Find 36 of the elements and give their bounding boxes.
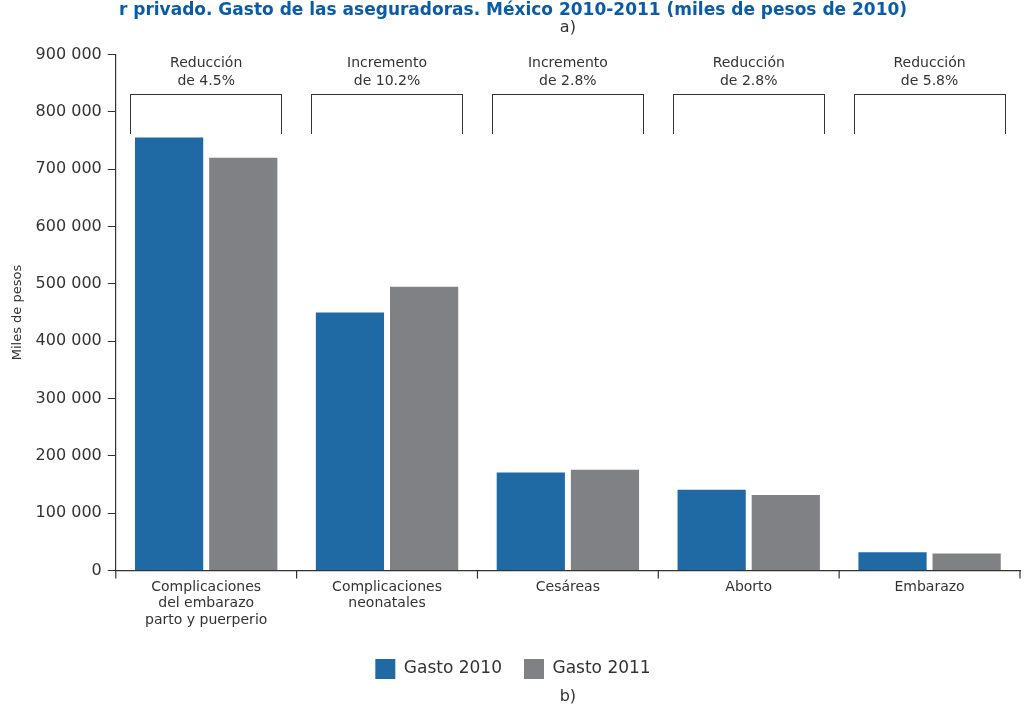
y-tick-label: 500 000 [35,272,102,292]
y-tick-label: 700 000 [35,158,102,178]
bar [858,552,927,571]
y-axis-title: Miles de pesos [9,264,25,361]
bar [496,472,565,571]
bar [390,286,459,571]
y-tick-label: 800 000 [35,100,102,120]
y-tick-label: 400 000 [35,330,102,350]
annotation: Reducción de 2.8% [712,54,785,89]
y-tick-label: 600 000 [35,215,102,235]
annotation: Reducción de 4.5% [170,54,243,89]
bar [677,489,746,571]
text: a) [559,17,576,37]
x-tick-label: Embarazo [894,577,965,594]
y-tick-label: 300 000 [35,387,102,407]
x-tick-label: Complicaciones neonatales [332,577,442,611]
bar [932,553,1001,571]
annotation: Incremento de 10.2% [347,54,428,89]
y-tick-label: 100 000 [35,502,102,522]
bar [315,312,385,571]
annotation: Incremento de 2.8% [527,54,608,89]
legend-label: Gasto 2010 [403,657,503,678]
x-tick-label: Aborto [725,577,773,594]
legend-label: Gasto 2011 [552,657,651,678]
bar [570,469,640,571]
x-tick-label: Cesáreas [535,577,600,594]
bar [135,137,204,571]
bar [751,494,820,571]
y-tick-label: 0 [91,559,102,579]
chart-title: r privado. Gasto de las aseguradoras. México 2010-2011 (miles de pesos de 2010) [118,0,908,19]
y-tick-label: 900 000 [35,43,102,63]
x-tick-label: Complicaciones del embarazo parto y puerperio [145,577,268,628]
annotation: Reducción de 5.8% [893,54,966,89]
y-tick-label: 200 000 [35,445,102,465]
bar [209,157,278,571]
text: b) [559,686,577,706]
